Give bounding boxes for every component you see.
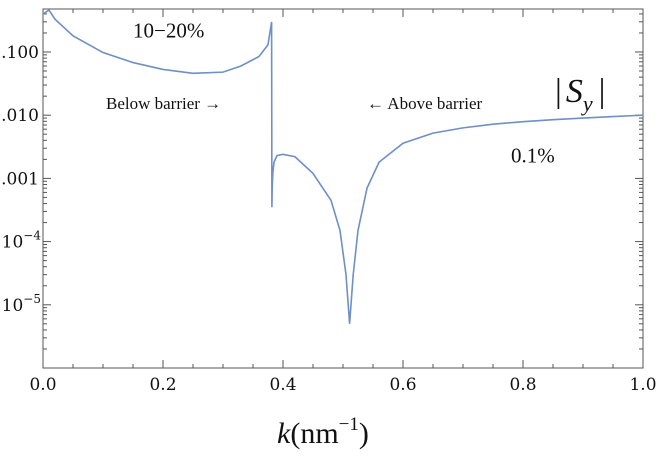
- series-subscript: y: [581, 91, 593, 116]
- x-tick-label: 0.8: [509, 375, 536, 395]
- x-label-close: ): [359, 417, 369, 450]
- x-tick-label: 0.0: [29, 375, 56, 395]
- y-tick-label: 0.010: [0, 106, 39, 126]
- x-tick-label: 0.4: [269, 375, 296, 395]
- axis-tick-labels: 0.0 0.2 0.4 0.6 0.8 1.0 0.100 0.010 0.001 10−4 10−…: [0, 43, 657, 395]
- annotation-text: 10−20%: [133, 18, 204, 42]
- abs-bar-open: |: [555, 73, 562, 110]
- x-tick-label: 0.2: [149, 375, 176, 395]
- y-tick-label: 0.100: [0, 43, 39, 63]
- annotation-text: 0.1%: [511, 143, 555, 167]
- axis-ticks: [42, 9, 644, 368]
- abs-bar-close: |: [599, 73, 606, 110]
- series-symbol-label: | Sy |: [555, 73, 605, 116]
- series-line: [42, 8, 644, 324]
- x-axis-label: k(nm−1): [277, 414, 369, 450]
- y-tick-label: 10−5: [2, 292, 41, 316]
- series-symbol: S: [566, 73, 583, 110]
- annotation-text: Below barrier →: [106, 94, 221, 113]
- x-tick-label: 1.0: [629, 375, 656, 395]
- y-tick-label: 10−4: [2, 229, 42, 253]
- x-tick-label: 0.6: [389, 375, 416, 395]
- annotations: 10−20% Below barrier → ← Above barrier 0.1%: [106, 18, 555, 167]
- x-label-unit: (nm: [290, 417, 338, 450]
- x-label-k: k: [277, 417, 291, 450]
- y-tick-label: 0.001: [0, 169, 39, 189]
- x-label-exponent: −1: [339, 414, 359, 435]
- annotation-text: ← Above barrier: [367, 94, 483, 113]
